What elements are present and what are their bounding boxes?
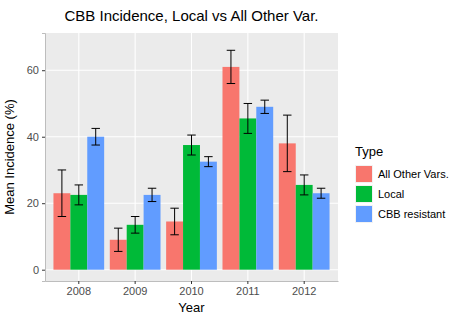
x-tick-label: 2008	[67, 285, 91, 297]
error-bar	[283, 115, 291, 172]
y-tick-label: 60	[27, 64, 39, 76]
x-tick-mark	[304, 281, 305, 284]
error-bar	[317, 188, 325, 198]
error-bar	[91, 128, 99, 145]
x-tick-mark	[78, 281, 79, 284]
bar	[239, 118, 256, 269]
y-axis: 0 20 40 60	[27, 34, 46, 282]
legend-swatch	[356, 166, 372, 182]
x-axis: 2008 2009 2010 2011 2012	[46, 281, 339, 297]
bar	[200, 162, 217, 270]
error-bar	[131, 217, 139, 234]
legend-item: All Other Vars.	[355, 165, 449, 183]
error-bar	[75, 185, 83, 205]
series	[87, 107, 329, 270]
legend-swatch	[356, 206, 372, 222]
bar	[144, 195, 161, 270]
legend-key-background	[355, 165, 373, 183]
bar	[222, 67, 239, 270]
y-axis-line	[42, 34, 46, 282]
y-tick: 0	[33, 264, 45, 276]
x-axis-title: Year	[178, 300, 205, 315]
series	[70, 118, 312, 269]
error-bar	[114, 228, 122, 251]
legend-label: Local	[378, 188, 404, 200]
error-bar	[148, 188, 156, 201]
y-tick-mark	[42, 137, 45, 138]
error-bars	[58, 50, 292, 251]
error-bar	[170, 208, 178, 235]
legend: Type All Other Vars. Local CBB resistant	[355, 144, 449, 223]
bar	[256, 107, 273, 270]
y-tick-mark	[42, 70, 45, 71]
error-bars	[91, 100, 325, 201]
y-tick: 60	[27, 64, 45, 76]
legend-key-background	[355, 205, 373, 223]
error-bar	[244, 103, 252, 133]
x-tick: 2010	[179, 281, 203, 297]
error-bar	[227, 50, 235, 83]
legend-label: CBB resistant	[378, 208, 445, 220]
bar	[70, 195, 87, 270]
y-tick-label: 40	[27, 131, 39, 143]
error-bars	[75, 103, 309, 233]
error-bar	[187, 135, 195, 155]
legend-label: All Other Vars.	[378, 168, 449, 180]
plot-background	[45, 33, 338, 281]
y-tick-mark	[42, 203, 45, 204]
legend-swatch	[356, 186, 372, 202]
legend-item: Local	[355, 185, 404, 203]
x-tick-label: 2012	[292, 285, 316, 297]
y-tick-label: 0	[33, 264, 39, 276]
x-tick-label: 2009	[123, 285, 147, 297]
y-axis-title: Mean Incidence (%)	[2, 99, 17, 215]
x-tick: 2012	[292, 281, 316, 297]
error-bar	[261, 100, 269, 113]
y-tick: 20	[27, 197, 45, 209]
bar	[296, 185, 313, 270]
error-bar	[58, 170, 66, 217]
chart: 0 20 40 60 2008 2009 2010 2011 2012 CBB Incidence…	[0, 0, 474, 319]
bar	[313, 193, 330, 269]
error-bar	[300, 175, 308, 195]
x-tick-mark	[135, 281, 136, 284]
x-tick-mark	[191, 281, 192, 284]
y-tick-label: 20	[27, 197, 39, 209]
x-tick: 2008	[67, 281, 91, 297]
bar	[87, 137, 104, 270]
error-bar	[204, 157, 212, 167]
y-tick-mark	[42, 270, 45, 271]
y-tick: 40	[27, 131, 45, 143]
legend-item: CBB resistant	[355, 205, 445, 223]
legend-title: Type	[355, 144, 383, 159]
title: CBB Incidence, Local vs All Other Var.	[64, 7, 318, 24]
x-tick: 2011	[236, 281, 260, 297]
x-tick-label: 2011	[236, 285, 260, 297]
series	[53, 67, 295, 270]
legend-key-background	[355, 185, 373, 203]
x-tick: 2009	[123, 281, 147, 297]
x-tick-label: 2010	[179, 285, 203, 297]
marks	[53, 50, 329, 269]
bar	[183, 145, 200, 270]
x-tick-mark	[247, 281, 248, 284]
grid	[45, 33, 338, 281]
